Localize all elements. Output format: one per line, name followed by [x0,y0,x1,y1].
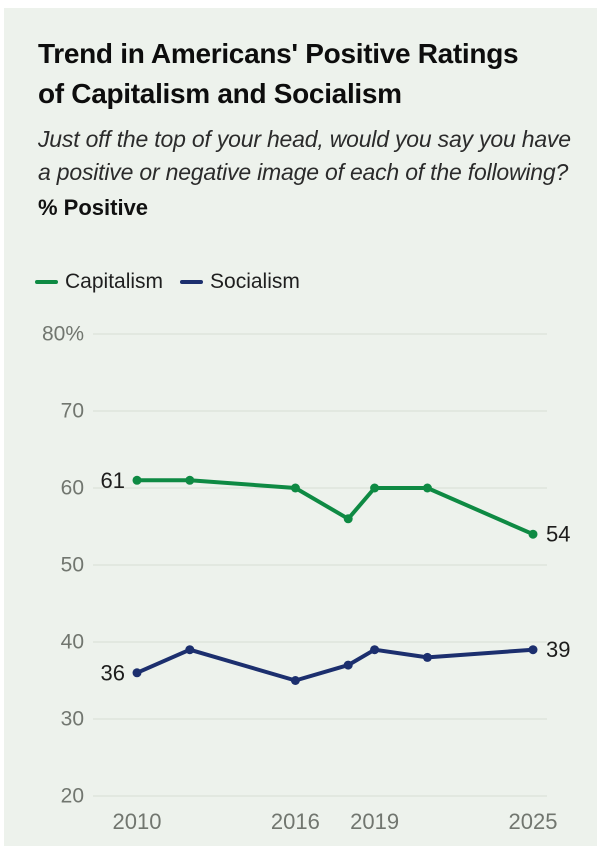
chart-header: Trend in Americans' Positive Ratings of … [38,34,583,221]
capitalism-legend-dash-icon [35,280,58,284]
x-tick-label-2025: 2025 [509,809,558,834]
y-tick-label-70: 70 [61,400,84,423]
socialism-point-2018 [343,660,353,670]
socialism-point-2010 [132,668,142,678]
capitalism-point-2025 [528,529,538,539]
capitalism-point-2018 [343,514,353,524]
capitalism-point-2021 [422,483,432,493]
y-tick-label-50: 50 [61,554,84,577]
socialism-first-value-label: 36 [101,660,125,685]
x-tick-label-2019: 2019 [350,809,399,834]
capitalism-legend-label: Capitalism [65,270,164,293]
chart-title-line2: of Capitalism and Socialism [38,78,402,109]
y-tick-label-60: 60 [61,477,84,500]
socialism-point-2021 [422,652,432,662]
legend-item-capitalism: Capitalism [35,270,163,294]
x-tick-label-2016: 2016 [271,809,320,834]
chart-card-background [4,8,597,846]
metric-label: % Positive [38,195,149,220]
y-tick-label-30: 30 [61,708,84,731]
socialism-point-2025 [528,645,538,655]
chart-title: Trend in Americans' Positive Ratings of … [38,34,583,114]
capitalism-last-value-label: 54 [546,522,570,547]
socialism-legend-label: Socialism [210,270,300,293]
capitalism-point-2016 [290,483,300,493]
capitalism-point-2012 [185,475,195,485]
capitalism-point-2019 [370,483,380,493]
socialism-point-2012 [185,645,195,655]
y-tick-label-20: 20 [61,785,84,808]
socialism-point-2016 [290,676,300,685]
y-tick-label-40: 40 [61,631,84,654]
socialism-line [135,647,535,683]
socialism-last-value-label: 39 [546,637,570,662]
socialism-legend-dash-icon [180,280,204,284]
socialism-point-2019 [370,645,380,655]
capitalism-point-2010 [132,475,142,485]
legend-item-socialism: Socialism [180,270,300,294]
chart-legend: Capitalism Socialism [35,267,300,297]
x-tick-label-2010: 2010 [113,809,162,834]
capitalism-first-value-label: 61 [101,468,125,493]
y-tick-label-80: 80% [42,323,84,346]
chart-subtitle: Just off the top of your head, would you… [38,126,571,185]
chart-title-line1: Trend in Americans' Positive Ratings [38,38,519,69]
